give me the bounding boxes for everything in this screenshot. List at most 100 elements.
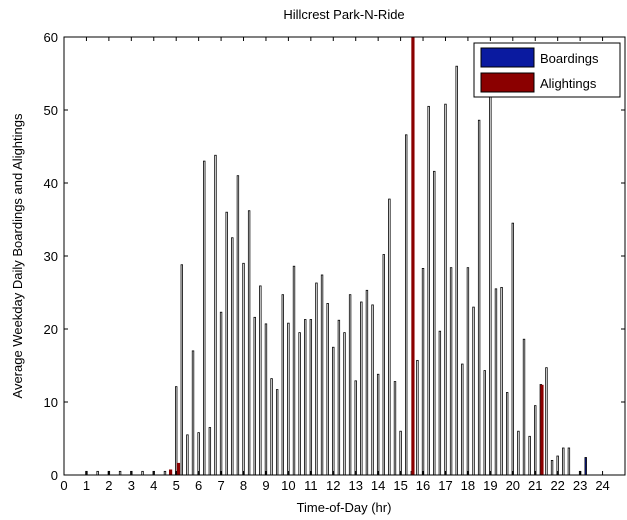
boardings-bar-15 [214, 154, 217, 476]
boardings-bar-62 [477, 119, 481, 476]
boardings-bar-8 [175, 386, 178, 476]
boardings-bar-69 [517, 430, 520, 476]
boardings-bar-54 [433, 170, 436, 476]
boardings-bar-3 [118, 470, 122, 476]
boardings-bar-31 [304, 319, 307, 476]
boardings-bar-58 [455, 65, 458, 476]
boardings-bar-9 [180, 264, 183, 476]
boardings-bar-11 [191, 350, 195, 476]
legend-label-boardings: Boardings [540, 51, 599, 66]
x-tick-label-24: 24 [595, 478, 609, 493]
boardings-bar-65 [494, 288, 498, 476]
boardings-bar-52 [421, 268, 425, 476]
boardings-bar-43 [371, 304, 374, 476]
x-tick-label-15: 15 [393, 478, 407, 493]
x-tick-label-13: 13 [348, 478, 362, 493]
boardings-bar-33 [315, 282, 318, 476]
boardings-bars [85, 65, 587, 476]
boardings-bar-38 [343, 332, 346, 476]
boardings-bar-56 [444, 103, 447, 476]
boardings-bar-14 [208, 427, 212, 476]
x-tick-label-9: 9 [262, 478, 269, 493]
x-tick-label-18: 18 [461, 478, 475, 493]
boardings-bar-12 [197, 432, 200, 476]
x-tick-label-20: 20 [506, 478, 520, 493]
legend-label-alightings: Alightings [540, 76, 597, 91]
y-tick-label-1: 10 [44, 395, 58, 410]
legend: Boardings Alightings [473, 42, 621, 98]
x-tick-label-12: 12 [326, 478, 340, 493]
legend-swatch-alightings [480, 72, 535, 93]
legend-swatch-boardings [480, 47, 535, 68]
x-axis-label: Time-of-Day (hr) [297, 500, 392, 515]
y-tick-label-5: 50 [44, 103, 58, 118]
boardings-bar-32 [309, 319, 313, 476]
x-tick-label-2: 2 [105, 478, 112, 493]
boardings-bar-25 [270, 378, 273, 476]
boardings-bar-7 [163, 470, 167, 476]
x-tick-label-19: 19 [483, 478, 497, 493]
x-tick-label-8: 8 [240, 478, 247, 493]
boardings-bar-30 [298, 332, 301, 476]
alightings-bar-3 [540, 384, 544, 476]
boardings-bar-42 [365, 289, 369, 476]
boardings-bar-35 [326, 303, 329, 476]
boardings-bar-72 [534, 405, 537, 476]
boardings-bar-78 [567, 447, 571, 476]
boardings-bar-23 [259, 285, 262, 476]
boardings-bar-27 [281, 294, 284, 476]
boardings-bar-1 [96, 470, 99, 476]
boardings-bar-55 [438, 330, 442, 476]
boardings-bar-63 [483, 370, 486, 476]
boardings-bar-36 [332, 346, 335, 476]
x-tick-label-14: 14 [371, 478, 385, 493]
boardings-bar-77 [562, 447, 565, 476]
boardings-bar-66 [500, 286, 503, 476]
boardings-bar-51 [416, 359, 419, 476]
boardings-bar-57 [449, 267, 453, 476]
x-tick-label-4: 4 [150, 478, 157, 493]
y-axis: 0 10 20 30 40 50 60 [44, 30, 625, 483]
boardings-bar-80 [584, 457, 587, 476]
boardings-bar-22 [253, 316, 256, 476]
boardings-bar-21 [247, 210, 251, 476]
boardings-bar-46 [388, 198, 391, 476]
boardings-bar-26 [275, 389, 279, 476]
boardings-bar-67 [505, 392, 509, 476]
x-tick-label-17: 17 [438, 478, 452, 493]
x-tick-label-7: 7 [217, 478, 224, 493]
x-tick-label-21: 21 [528, 478, 542, 493]
x-tick-label-23: 23 [573, 478, 587, 493]
boardings-bar-74 [545, 367, 548, 476]
boardings-bar-68 [511, 222, 514, 476]
boardings-bar-19 [236, 175, 240, 476]
boardings-bar-16 [219, 311, 223, 476]
boardings-bar-5 [141, 470, 144, 476]
boardings-bar-34 [320, 274, 324, 476]
boardings-bar-60 [466, 267, 470, 476]
x-axis: 0 1 2 3 4 5 6 7 8 9 10 11 12 13 14 15 16 17 18 19 20 21 22 23 24 [60, 37, 610, 493]
boardings-bar-17 [225, 211, 228, 476]
boardings-bar-28 [287, 322, 290, 476]
boardings-bar-64 [489, 95, 492, 476]
boardings-bar-59 [461, 363, 464, 476]
boardings-bar-75 [550, 459, 554, 476]
boardings-bar-44 [376, 373, 380, 476]
y-tick-label-3: 30 [44, 249, 58, 264]
x-tick-label-3: 3 [128, 478, 135, 493]
boardings-bar-24 [264, 323, 268, 476]
boardings-bar-18 [231, 237, 234, 476]
x-tick-label-16: 16 [416, 478, 430, 493]
boardings-bar-49 [405, 134, 408, 476]
boardings-bar-40 [354, 380, 357, 476]
y-tick-label-6: 60 [44, 30, 58, 45]
y-tick-label-4: 40 [44, 176, 58, 191]
boardings-bar-10 [186, 434, 189, 476]
x-tick-label-5: 5 [173, 478, 180, 493]
alightings-bar-2 [411, 36, 415, 476]
boardings-bar-45 [382, 254, 385, 476]
boardings-bar-61 [472, 306, 475, 476]
boardings-bar-70 [522, 338, 526, 476]
boardings-bar-20 [242, 262, 245, 476]
